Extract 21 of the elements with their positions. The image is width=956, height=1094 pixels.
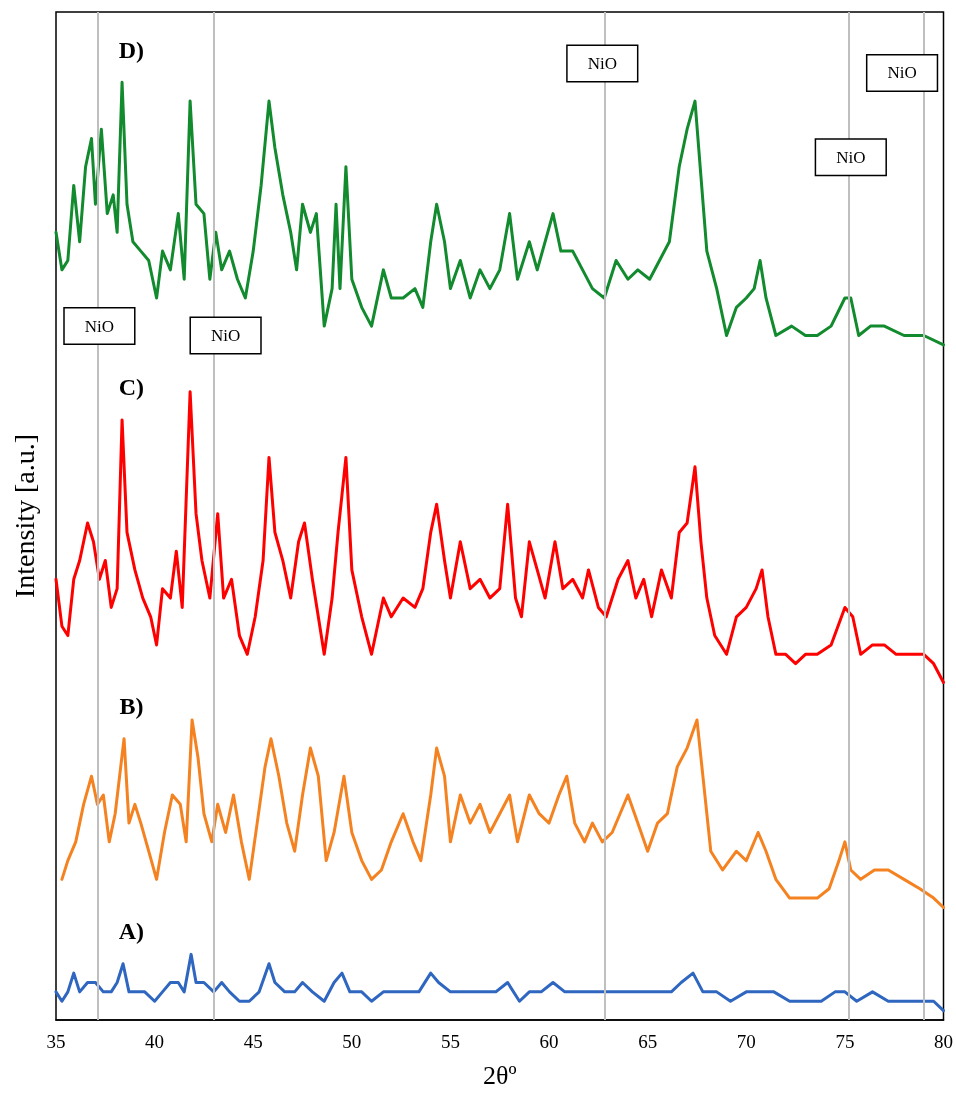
x-tick-label: 40 [145, 1031, 165, 1052]
series-label: B) [119, 692, 144, 719]
ref-line-label: NiO [210, 326, 241, 345]
series-label: D) [118, 36, 145, 63]
series-label: A) [118, 917, 145, 944]
x-tick-label: 35 [46, 1031, 66, 1052]
x-tick-label: 75 [835, 1031, 855, 1052]
y-axis-title: Intensity [a.u.] [8, 433, 40, 599]
ref-line-label: NiO [887, 63, 917, 83]
x-axis-title: 2θº [482, 1060, 517, 1090]
x-tick-label: 80 [934, 1031, 953, 1052]
ref-line-label: NiO [84, 316, 115, 336]
ref-line-label: NiO [836, 147, 866, 167]
ref-line-label: NiO [587, 54, 617, 74]
x-tick-label: 65 [638, 1031, 658, 1052]
x-tick-label: 55 [440, 1031, 460, 1052]
x-tick-label: 70 [736, 1031, 756, 1052]
x-tick-label: 50 [342, 1031, 362, 1052]
x-tick-label: 45 [243, 1031, 263, 1052]
series-label: C) [118, 374, 145, 401]
x-tick-label: 60 [539, 1031, 559, 1052]
